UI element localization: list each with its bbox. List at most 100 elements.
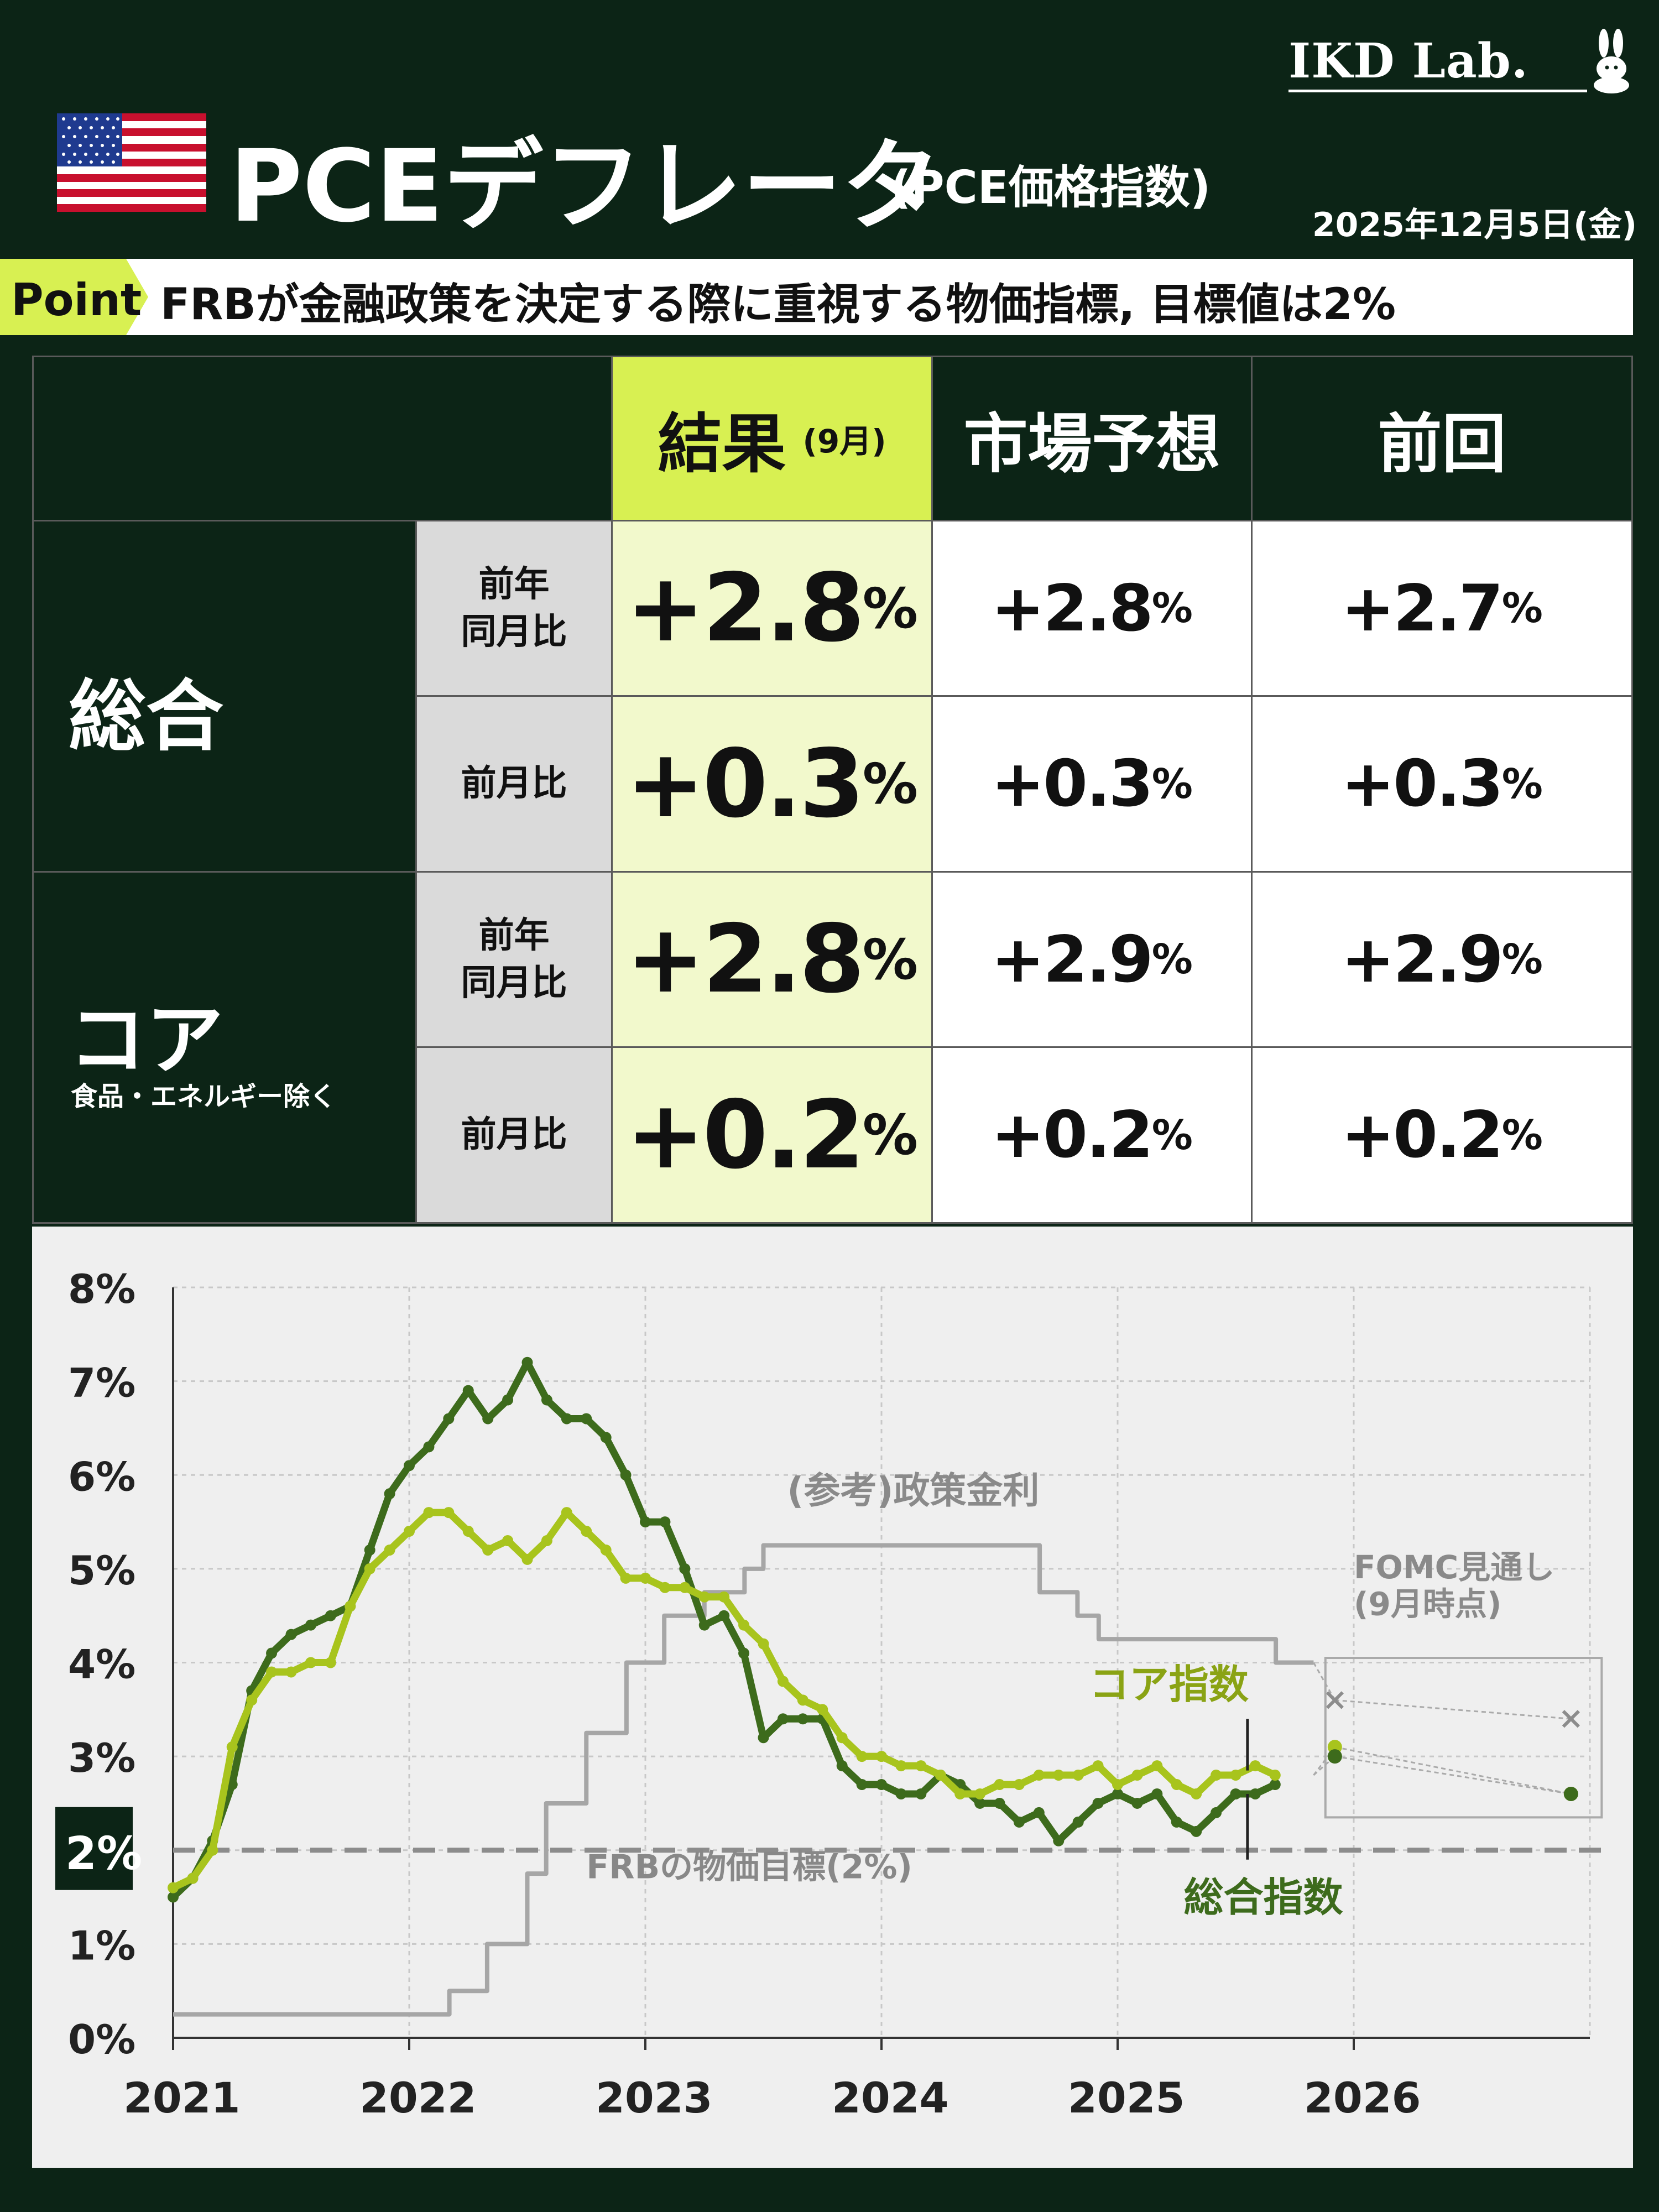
data-point <box>266 1647 278 1659</box>
data-point <box>285 1666 297 1678</box>
data-point <box>1269 1770 1281 1781</box>
cell-previous: +2.9% <box>1251 871 1633 1048</box>
data-point <box>226 1741 238 1753</box>
data-point <box>698 1591 710 1603</box>
release-date: 2025年12月5日(金) <box>1312 206 1637 244</box>
data-point <box>758 1638 769 1650</box>
data-point <box>1112 1779 1123 1791</box>
point-label: Point <box>11 274 142 326</box>
data-point <box>325 1657 336 1668</box>
data-point <box>1072 1816 1084 1828</box>
group-core-label: コア <box>69 995 224 1086</box>
cell-result: +2.8% <box>611 871 933 1048</box>
data-point <box>600 1544 612 1556</box>
data-point <box>502 1535 514 1546</box>
data-point <box>679 1563 691 1574</box>
header-result-month: (9月) <box>802 422 886 460</box>
data-point <box>1112 1788 1123 1799</box>
percent-sign: % <box>1501 585 1543 632</box>
data-point <box>876 1751 887 1762</box>
group-core-sublabel: 食品・エネルギー除く <box>71 1081 337 1112</box>
data-point <box>777 1713 789 1725</box>
cell-result: +0.2% <box>611 1046 933 1224</box>
row-label-text: 前月比 <box>461 763 567 805</box>
data-point <box>856 1779 868 1791</box>
projection-line <box>1334 1746 1572 1795</box>
value-forecast: +0.3 <box>991 747 1154 821</box>
projection-marker <box>1563 1786 1578 1801</box>
data-point <box>876 1779 887 1791</box>
data-point <box>305 1619 316 1631</box>
y-tick-label: 6% <box>68 1453 135 1500</box>
data-point <box>954 1788 966 1799</box>
percent-sign: % <box>1151 760 1193 808</box>
data-point <box>1211 1770 1222 1781</box>
row-label-text: 前年 同月比 <box>461 564 567 653</box>
data-point <box>1033 1770 1045 1781</box>
value-result: +0.3 <box>626 729 865 839</box>
data-point <box>325 1610 336 1621</box>
value-previous: +0.2 <box>1341 1098 1504 1172</box>
headline-index-label: 総合指数 <box>1184 1874 1343 1921</box>
data-point <box>521 1553 533 1565</box>
header-forecast-label: 市場予想 <box>963 407 1220 482</box>
x-tick-label: 2025 <box>1068 2073 1185 2122</box>
data-point <box>994 1797 1005 1809</box>
data-point <box>581 1526 592 1537</box>
data-point <box>1230 1788 1241 1799</box>
data-point <box>600 1432 612 1443</box>
data-point <box>817 1704 828 1715</box>
cell-forecast: +2.8% <box>931 520 1253 697</box>
data-point <box>994 1779 1005 1791</box>
projection-marker <box>1562 1710 1580 1728</box>
data-point <box>345 1600 356 1612</box>
data-point <box>974 1797 986 1809</box>
data-point <box>836 1732 848 1744</box>
data-point <box>797 1713 808 1725</box>
data-point <box>285 1629 297 1640</box>
y-tick-label: 7% <box>68 1360 135 1406</box>
data-point <box>1053 1835 1065 1846</box>
data-point <box>1191 1825 1202 1837</box>
cell-previous: +2.7% <box>1251 520 1633 697</box>
data-point <box>738 1647 750 1659</box>
page-title: PCEデフレータ <box>229 129 941 244</box>
data-point <box>423 1507 435 1519</box>
data-point <box>895 1788 907 1799</box>
data-point <box>168 1882 179 1893</box>
data-point <box>482 1544 494 1556</box>
point-banner <box>32 259 1633 335</box>
value-previous: +0.3 <box>1341 747 1504 821</box>
projection-link <box>1313 1746 1336 1776</box>
data-point <box>640 1572 651 1584</box>
data-point <box>797 1694 808 1706</box>
header-forecast: 市場予想 <box>931 356 1253 521</box>
projection-marker <box>1327 1749 1342 1764</box>
projection-marker <box>1326 1691 1344 1709</box>
x-tick-label: 2026 <box>1304 2073 1421 2122</box>
header-previous: 前回 <box>1251 356 1633 521</box>
data-point <box>895 1760 907 1772</box>
data-point <box>168 1891 179 1903</box>
data-point <box>541 1394 552 1406</box>
data-point <box>1013 1816 1025 1828</box>
data-point <box>1053 1770 1065 1781</box>
header-result: 結果 (9月) <box>611 356 933 521</box>
y-tick-label: 2% <box>65 1828 142 1880</box>
fomc-box <box>1324 1657 1603 1819</box>
percent-sign: % <box>1151 585 1193 632</box>
data-point <box>521 1357 533 1368</box>
data-point <box>1269 1779 1281 1791</box>
group-core <box>32 871 417 1224</box>
value-previous: +2.9 <box>1341 922 1504 997</box>
data-point <box>443 1413 455 1425</box>
y-tick-label: 0% <box>68 2016 135 2063</box>
value-forecast: +2.9 <box>991 922 1154 997</box>
cell-previous: +0.3% <box>1251 695 1633 873</box>
data-point <box>698 1619 710 1631</box>
data-point <box>1249 1788 1261 1799</box>
data-point <box>1131 1797 1143 1809</box>
rabbit-icon <box>1594 29 1629 93</box>
data-point <box>1230 1770 1241 1781</box>
value-result: +0.2 <box>626 1080 865 1190</box>
